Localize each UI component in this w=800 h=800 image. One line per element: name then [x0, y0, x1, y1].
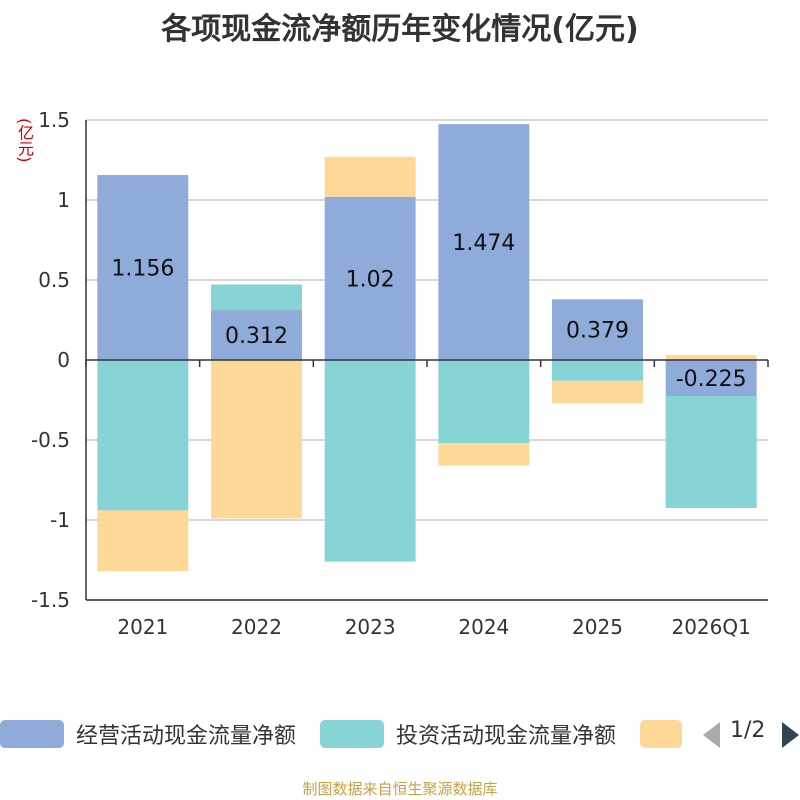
- legend-swatch-financing: [640, 720, 682, 748]
- y-tick-label: 0.5: [38, 268, 70, 292]
- data-label: -0.225: [676, 367, 747, 392]
- y-tick-label: 0: [57, 348, 70, 372]
- bar-segment: [97, 175, 189, 360]
- legend-item-operating[interactable]: 经营活动现金流量净额: [0, 716, 296, 752]
- bar-segment: [211, 310, 302, 360]
- bar-segment: [665, 360, 757, 396]
- x-tick-label: 2021: [117, 615, 168, 639]
- bar-segment: [211, 360, 302, 519]
- bar-segment: [97, 360, 189, 511]
- bar-segment: [552, 299, 643, 360]
- bar-segment: [438, 124, 530, 360]
- y-tick-label: -1.5: [31, 588, 70, 612]
- axes: 1.5 1 0.5 0 -0.5 -1 -1.5 2021 2022 2023 2024 2025 20…: [31, 108, 769, 639]
- x-tick-label: 2025: [572, 615, 623, 639]
- chart-title: 各项现金流净额历年变化情况(亿元): [161, 12, 639, 47]
- data-label: 1.474: [452, 231, 515, 256]
- y-tick-label: 1.5: [38, 108, 70, 132]
- legend-page-indicator: 1/2: [730, 718, 766, 743]
- y-axis-unit: (亿元): [15, 118, 34, 163]
- bar-segment: [211, 284, 302, 311]
- x-tick-label: 2024: [458, 615, 509, 639]
- bar-segment: [552, 360, 643, 381]
- bar-segment: [438, 360, 530, 444]
- y-tick-label: -1: [50, 508, 70, 532]
- bar-segment: [324, 360, 416, 562]
- legend-prev-page-icon[interactable]: [703, 722, 720, 748]
- chart-area: 1.5 1 0.5 0 -0.5 -1 -1.5 2021 2022 2023 2024 2025 20…: [31, 108, 769, 639]
- bar-segment: [97, 510, 189, 572]
- bar-segment: [324, 196, 416, 360]
- legend-label-operating: 经营活动现金流量净额: [76, 724, 297, 749]
- legend-label-investing: 投资活动现金流量净额: [396, 724, 617, 749]
- data-label: 0.379: [566, 319, 629, 344]
- legend-next-page-icon[interactable]: [782, 722, 799, 748]
- bar-segment: [552, 380, 643, 404]
- bar-segment: [324, 156, 416, 197]
- data-labels: 1.156 0.312 1.02 1.474 0.379 -0.225: [111, 231, 746, 392]
- x-tick-label: 2023: [345, 615, 396, 639]
- source-note: 制图数据来自恒生聚源数据库: [302, 780, 498, 798]
- bar-segment: [438, 443, 530, 466]
- data-label: 1.156: [111, 257, 174, 282]
- legend-item-investing[interactable]: 投资活动现金流量净额: [320, 716, 616, 752]
- bars: [97, 124, 757, 572]
- legend-swatch-operating: [0, 720, 64, 748]
- legend-swatch-investing: [320, 720, 384, 748]
- legend-item-financing[interactable]: [640, 716, 682, 752]
- data-label: 0.312: [225, 324, 288, 349]
- y-tick-label: -0.5: [31, 428, 70, 452]
- bar-segment: [665, 355, 757, 360]
- legend: 经营活动现金流量净额 投资活动现金流量净额 1/2: [0, 716, 800, 756]
- x-tick-label: 2026Q1: [671, 615, 750, 639]
- y-tick-label: 1: [57, 188, 70, 212]
- bar-segment: [665, 396, 757, 508]
- data-label: 1.02: [346, 267, 395, 292]
- x-tick-label: 2022: [231, 615, 282, 639]
